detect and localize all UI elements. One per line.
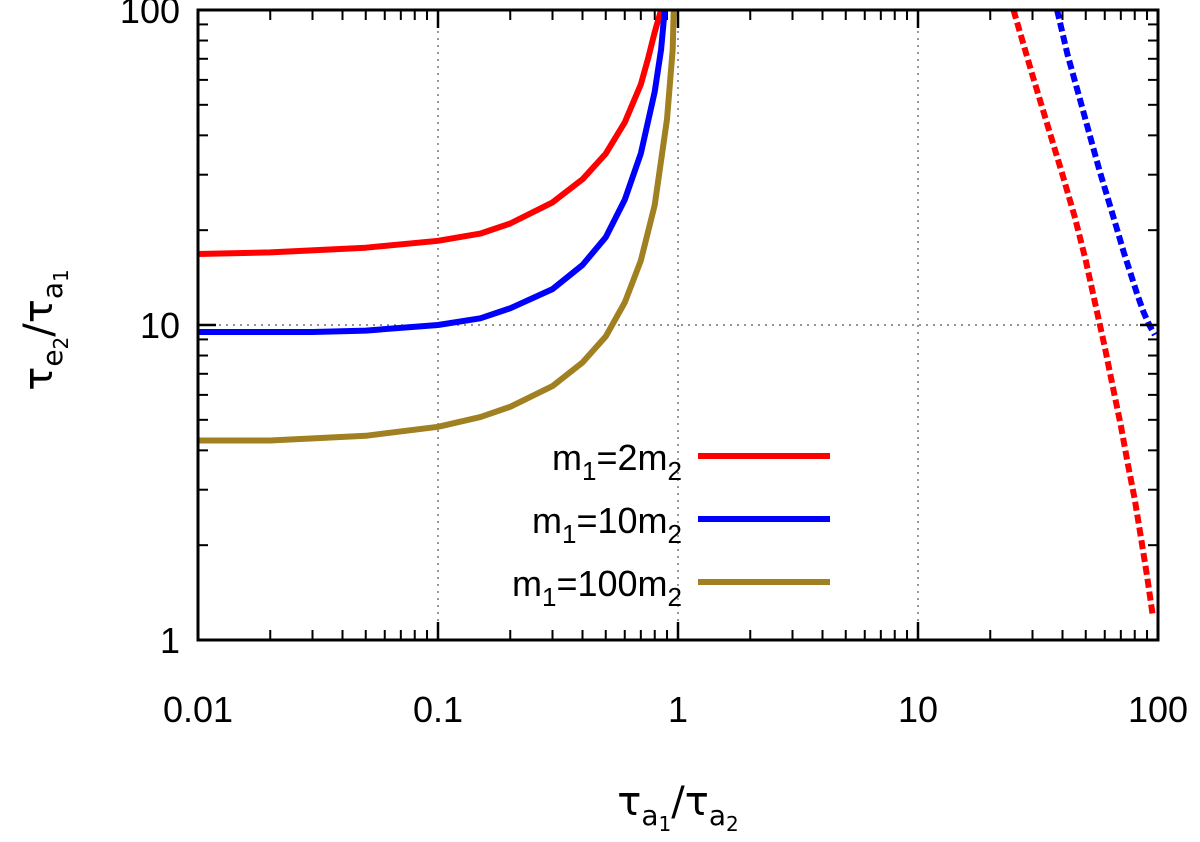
x-tick-label: 100: [1128, 689, 1188, 730]
x-axis-label: τa1/τa2: [617, 779, 738, 836]
legend-entry: m1=100m2: [512, 563, 830, 612]
x-tick-label: 0.1: [413, 689, 463, 730]
legend-label: m1=10m2: [532, 500, 682, 549]
x-tick-label: 1: [668, 689, 688, 730]
y-tick-label: 10: [140, 305, 180, 346]
series-line-1: [198, 9, 668, 335]
x-tick-label: 0.01: [163, 689, 233, 730]
legend: m1=2m2 m1=10m2 m1=100m2: [512, 437, 830, 612]
major-ticks: [196, 8, 1160, 642]
legend-entry: m1=2m2: [552, 437, 830, 486]
series-layer: [197, 9, 1158, 616]
tick-labels: 0.01 0.1 1 10 100 1 10 100: [120, 0, 1188, 730]
y-tick-label: 1: [160, 620, 180, 661]
y-axis-label: τe2/τa1: [16, 269, 73, 391]
x-tick-label: 10: [898, 689, 938, 730]
legend-label: m1=100m2: [512, 563, 682, 612]
series-line-2: [198, 9, 677, 444]
series-line-4: [1054, 9, 1158, 337]
series-line-0: [197, 9, 664, 257]
legend-entry: m1=10m2: [532, 500, 830, 549]
legend-label: m1=2m2: [552, 437, 682, 486]
y-tick-label: 100: [120, 0, 180, 31]
